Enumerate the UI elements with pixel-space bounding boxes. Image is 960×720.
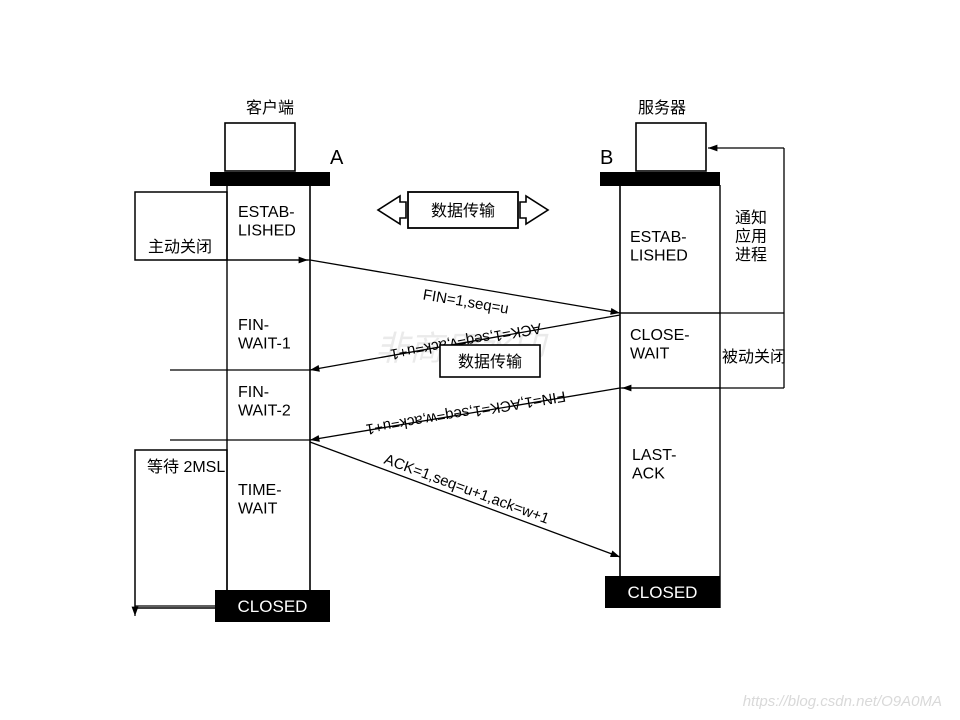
data-transfer-mid-label: 数据传输 xyxy=(458,353,522,371)
left-state-0: ESTAB-LISHED xyxy=(238,204,296,239)
left-state-2: FIN-WAIT-2 xyxy=(238,384,291,419)
server-label: 服务器 xyxy=(638,99,686,117)
arrowhead-icon xyxy=(310,365,320,372)
left-box-label-1: 等待 2MSL xyxy=(147,458,225,476)
arrowhead-icon xyxy=(132,607,139,616)
right-state-0: ESTAB-LISHED xyxy=(630,229,688,264)
closed-label-A: CLOSED xyxy=(238,597,308,616)
arrowhead-icon xyxy=(310,435,320,442)
endpoint-a-label: A xyxy=(330,147,344,169)
message-label-2: FIN=1,ACK=1,seq=w,ack=u+1 xyxy=(365,387,567,437)
arrowhead-icon xyxy=(622,385,631,392)
double-arrow-right-icon xyxy=(520,196,548,224)
arrowhead-icon xyxy=(610,308,620,315)
left-box-label-0: 主动关闭 xyxy=(148,238,212,256)
client-label: 客户端 xyxy=(246,99,294,117)
client-box xyxy=(225,123,295,171)
right-state-1: CLOSE-WAIT xyxy=(630,327,690,362)
right-text-1: 被动关闭 xyxy=(722,348,786,366)
arrowhead-icon xyxy=(610,551,620,557)
double-arrow-left-icon xyxy=(378,196,406,224)
right-state-2: LAST-ACK xyxy=(632,447,676,482)
endpoint-b-label: B xyxy=(600,147,613,169)
watermark-footer: https://blog.csdn.net/O9A0MA xyxy=(743,693,942,710)
right-text-0: 通知应用进程 xyxy=(735,209,767,264)
data-transfer-top-label: 数据传输 xyxy=(431,202,495,220)
left-state-3: TIME-WAIT xyxy=(238,482,282,517)
server-box xyxy=(636,123,706,171)
message-label-3: ACK=1,seq=u+1,ack=w+1 xyxy=(382,451,552,528)
left-state-1: FIN-WAIT-1 xyxy=(238,317,291,352)
closed-label-B: CLOSED xyxy=(628,583,698,602)
arrowhead-icon xyxy=(708,145,717,152)
thickbar-b xyxy=(600,172,720,186)
thickbar-a xyxy=(210,172,330,186)
message-label-0: FIN=1,seq=u xyxy=(422,286,510,317)
